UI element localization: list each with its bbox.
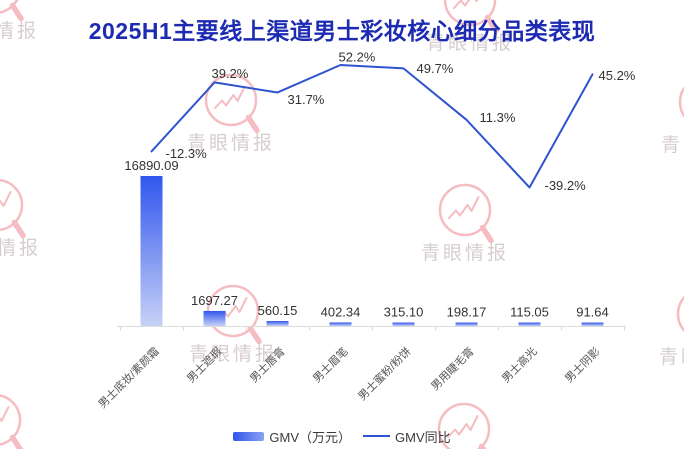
yoy-point-label: 45.2%	[599, 68, 636, 83]
bar-value-label: 115.05	[510, 305, 549, 320]
gmv-bar	[329, 322, 352, 326]
bar-value-label: 16890.09	[124, 158, 178, 173]
legend-item-yoy: GMV同比	[363, 427, 451, 446]
category-label: 男士蜜粉/粉饼	[355, 344, 414, 403]
gmv-bar	[455, 322, 478, 326]
gmv-bar	[266, 321, 289, 326]
yoy-point-label: -12.3%	[166, 146, 208, 161]
legend: GMV（万元） GMV同比	[0, 426, 684, 446]
gmv-bar	[203, 310, 226, 326]
category-label: 男士底妆/素颜霜	[95, 344, 162, 411]
yoy-point-label: 39.2%	[212, 66, 249, 81]
category-label: 男士眉笔	[310, 344, 351, 385]
bar-value-label: 1697.27	[191, 293, 238, 308]
legend-label-gmv: GMV（万元）	[269, 429, 351, 445]
bar-value-label: 315.10	[384, 305, 424, 320]
yoy-point-label: 52.2%	[339, 49, 376, 64]
line-series-swatch-icon	[363, 435, 390, 437]
chart-title: 2025H1主要线上渠道男士彩妆核心细分品类表现	[88, 18, 596, 44]
category-label: 男士高光	[499, 344, 540, 385]
gmv-bar	[518, 322, 541, 326]
category-label: 男士遮瑕	[184, 344, 225, 385]
gmv-bar	[392, 322, 415, 326]
legend-label-yoy: GMV同比	[395, 429, 451, 445]
yoy-point-label: 11.3%	[480, 110, 516, 125]
category-label: 男士唇膏	[247, 344, 288, 385]
legend-item-gmv: GMV（万元）	[233, 427, 351, 446]
yoy-point-label: 49.7%	[417, 61, 454, 76]
yoy-line	[150, 64, 594, 189]
bar-value-label: 402.34	[321, 304, 361, 319]
bar-value-label: 198.17	[447, 305, 487, 320]
gmv-bar	[581, 322, 604, 326]
bar-value-label: 560.15	[258, 303, 298, 318]
yoy-point-label: -39.2%	[545, 178, 587, 193]
bar-value-label: 91.64	[576, 305, 609, 320]
category-label: 男用睫毛膏	[428, 344, 477, 393]
bar-series-swatch-icon	[233, 431, 265, 441]
yoy-point-label: 31.7%	[288, 92, 325, 107]
gmv-bar	[140, 176, 163, 326]
category-label: 男士阴影	[562, 345, 602, 385]
